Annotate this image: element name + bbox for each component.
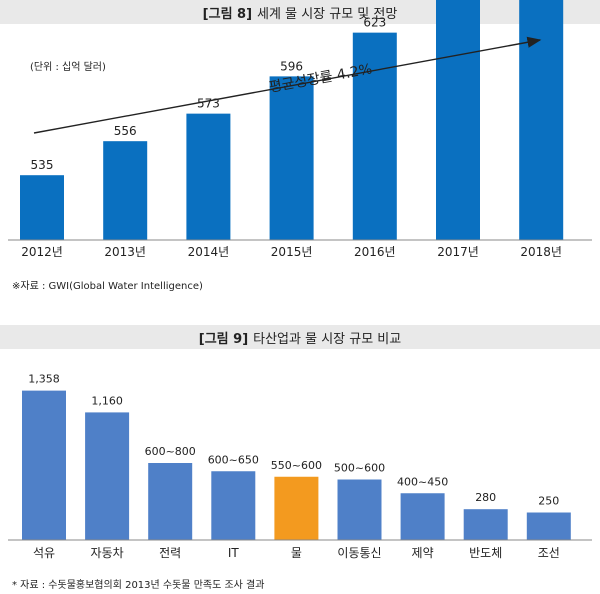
chart1-title-bar: [그림 8] 세계 물 시장 규모 및 전망 <box>0 0 600 24</box>
chart1-category-label: 2015년 <box>271 245 313 259</box>
chart2-category-label: 이동통신 <box>337 546 381 560</box>
chart2-source: * 자료 : 수돗물홍보협의회 2013년 수돗물 만족도 조사 결과 <box>12 580 265 591</box>
chart1-category-label: 2013년 <box>104 245 146 259</box>
chart2-category-label: 반도체 <box>469 546 502 560</box>
chart1-value-label: 623 <box>363 16 386 30</box>
chart1-value-label: 556 <box>114 124 137 138</box>
chart1-source: ※자료 : GWI(Global Water Intelligence) <box>12 281 203 292</box>
chart1-bar <box>20 175 64 240</box>
chart2-value-label: 1,160 <box>91 394 123 407</box>
chart2-value-label: 500~600 <box>334 462 385 475</box>
chart1-svg: 5352012년5562013년5732014년5962015년6232016년… <box>8 0 592 259</box>
chart2-bar <box>274 476 319 540</box>
chart2-category-label: 석유 <box>33 546 55 560</box>
chart2-category-label: 제약 <box>412 545 434 560</box>
chart2-bar <box>526 512 571 540</box>
chart2-value-label: 600~650 <box>208 453 259 466</box>
chart1-value-label: 596 <box>280 59 303 73</box>
chart2-bar <box>337 479 382 540</box>
chart2-category-label: 전력 <box>159 546 181 560</box>
chart2-value-label: 550~600 <box>271 459 322 472</box>
chart2-bar <box>211 471 256 540</box>
chart2-bar <box>400 493 445 540</box>
chart2-title-bar: [그림 9] 타산업과 물 시장 규모 비교 <box>0 325 600 349</box>
chart2-title: 타산업과 물 시장 규모 비교 <box>253 331 402 347</box>
chart2-value-label: 280 <box>475 491 496 504</box>
chart1-bar <box>103 141 148 240</box>
chart1-bar <box>186 113 231 240</box>
chart1-category-label: 2016년 <box>354 245 396 259</box>
chart2-bar <box>85 412 130 540</box>
chart1-unit-label: (단위 : 십억 달러) <box>30 62 106 73</box>
chart2-category-label: IT <box>228 546 240 560</box>
chart2-category-label: 자동차 <box>91 546 124 560</box>
chart1-value-label: 535 <box>31 158 54 172</box>
chart1-bar <box>269 76 314 240</box>
chart2-bar <box>148 463 193 540</box>
chart2-figure-number: [그림 9] <box>198 331 249 347</box>
chart1-category-label: 2017년 <box>437 245 479 259</box>
chart1-trend-arrow <box>33 36 542 134</box>
chart2-value-label: 600~800 <box>145 445 196 458</box>
chart1-category-label: 2014년 <box>188 245 230 259</box>
chart1-title: 세계 물 시장 규모 및 전망 <box>257 6 398 22</box>
chart2-bar <box>22 390 66 540</box>
chart1-figure-number: [그림 8] <box>202 6 253 22</box>
chart1-category-label: 2012년 <box>21 245 63 259</box>
chart1-bar <box>436 0 480 241</box>
chart1-category-label: 2018년 <box>520 245 562 259</box>
chart2-value-label: 400~450 <box>397 475 448 488</box>
chart2-value-label: 250 <box>538 495 559 508</box>
chart2-bar <box>463 509 508 540</box>
chart2-value-label: 1,358 <box>28 373 60 386</box>
chart2-category-label: 조선 <box>538 546 560 560</box>
chart2-category-label: 물 <box>291 546 302 560</box>
